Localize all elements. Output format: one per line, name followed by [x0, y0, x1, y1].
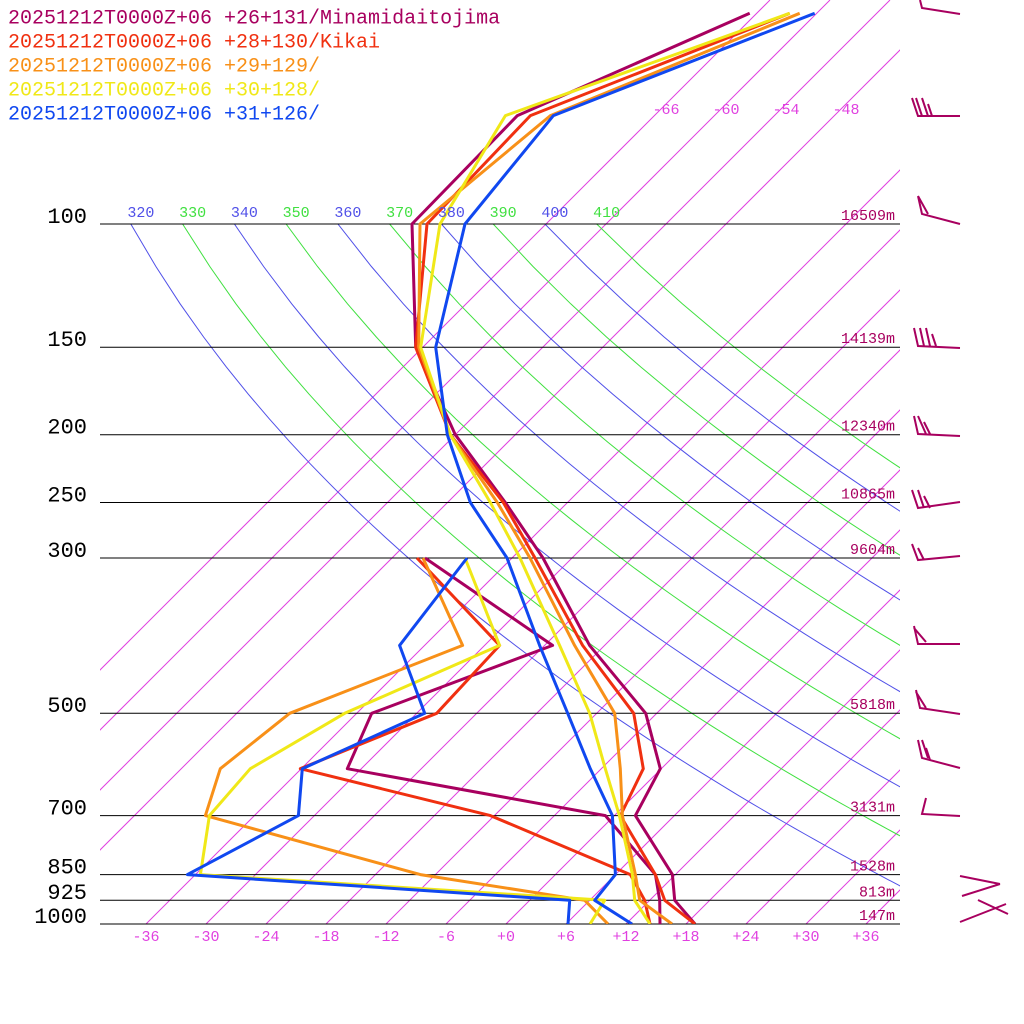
height-label: 14139m [841, 331, 895, 348]
isotherm [325, 349, 900, 924]
height-label: 5818m [850, 697, 895, 714]
theta-label: 320 [127, 205, 154, 222]
legend-entry: 20251212T0000Z+06 +26+131/Minamidaitojim… [8, 7, 500, 30]
x-tick-label: -30 [192, 929, 219, 946]
isotherm [865, 889, 900, 924]
labels: -36 -30 -24 -18 -12 -6 +0 +6 +12 +18 +24 +30 +36 -66 -… [8, 7, 895, 946]
isotherm [685, 709, 900, 924]
dewpoint-line [345, 556, 662, 924]
isotherm [265, 289, 900, 924]
temperature-line [410, 11, 751, 924]
theta-label: 360 [334, 205, 361, 222]
top-tick-label: -48 [832, 102, 859, 119]
dry-adiabat [233, 224, 900, 788]
top-tick-label: -66 [652, 102, 679, 119]
height-label: 1528m [850, 859, 895, 876]
theta-label: 350 [283, 205, 310, 222]
isotherm [205, 229, 900, 924]
y-tick-label: 850 [47, 855, 87, 880]
theta-label: 400 [541, 205, 568, 222]
dewpoint-line [185, 557, 572, 924]
dewpoint-line [298, 556, 652, 924]
x-tick-label: -24 [252, 929, 279, 946]
isotherm [625, 649, 900, 924]
y-tick-label: 300 [47, 539, 87, 564]
dry-adiabat [492, 224, 900, 556]
adiabats [130, 224, 900, 887]
theta-label: 380 [438, 205, 465, 222]
height-label: 3131m [850, 800, 895, 817]
y-tick-label: 925 [47, 881, 87, 906]
theta-label: 390 [490, 205, 517, 222]
y-tick-label: 700 [47, 796, 87, 821]
y-tick-label: 1000 [34, 905, 87, 930]
x-tick-label: -12 [372, 929, 399, 946]
y-tick-label: 500 [47, 694, 87, 719]
x-tick-label: -36 [132, 929, 159, 946]
x-tick-label: +30 [792, 929, 819, 946]
top-tick-label: -60 [712, 102, 739, 119]
top-tick-label: -54 [772, 102, 799, 119]
temperature-line [414, 11, 791, 924]
y-tick-label: 100 [47, 205, 87, 230]
isotherm [100, 0, 771, 671]
legend-entry: 20251212T0000Z+06 +28+130/Kikai [8, 31, 380, 54]
reference-lines [100, 0, 900, 924]
y-tick-label: 150 [47, 328, 87, 353]
theta-label: 330 [179, 205, 206, 222]
dry-adiabat [182, 224, 900, 837]
x-tick-label: -6 [437, 929, 455, 946]
x-tick-label: +36 [852, 929, 879, 946]
dry-adiabat [544, 224, 900, 512]
theta-label: 410 [593, 205, 620, 222]
dewpoint-line [198, 557, 607, 924]
isotherm [385, 409, 900, 924]
temperature-line [417, 11, 801, 924]
profiles [185, 11, 816, 924]
wind-barbs [911, 0, 1009, 923]
height-label: 813m [859, 884, 895, 901]
isotherm [565, 589, 900, 924]
dry-adiabat [389, 224, 900, 646]
height-label: 9604m [850, 542, 895, 559]
temperature-line [419, 11, 791, 924]
pressure-lines [100, 223, 900, 925]
isotherm [445, 469, 900, 924]
height-label: 147m [859, 908, 895, 925]
isotherm [100, 0, 891, 791]
legend-entry: 20251212T0000Z+06 +30+128/ [8, 79, 320, 102]
x-tick-label: -18 [312, 929, 339, 946]
legend-entry: 20251212T0000Z+06 +31+126/ [8, 103, 320, 126]
temperature-line [434, 11, 816, 924]
isotherm [100, 0, 831, 731]
theta-label: 370 [386, 205, 413, 222]
isotherm [100, 49, 900, 851]
x-tick-label: +18 [672, 929, 699, 946]
x-tick-label: +0 [497, 929, 515, 946]
height-label: 10865m [841, 487, 895, 504]
legend-entry: 20251212T0000Z+06 +29+129/ [8, 55, 320, 78]
theta-label: 340 [231, 205, 258, 222]
y-tick-label: 200 [47, 416, 87, 441]
x-tick-label: +12 [612, 929, 639, 946]
dry-adiabat [596, 224, 900, 469]
y-tick-label: 250 [47, 483, 87, 508]
x-tick-label: +6 [557, 929, 575, 946]
height-label: 12340m [841, 419, 895, 436]
isotherm [805, 829, 900, 924]
height-label: 16509m [841, 208, 895, 225]
x-tick-label: +24 [732, 929, 759, 946]
